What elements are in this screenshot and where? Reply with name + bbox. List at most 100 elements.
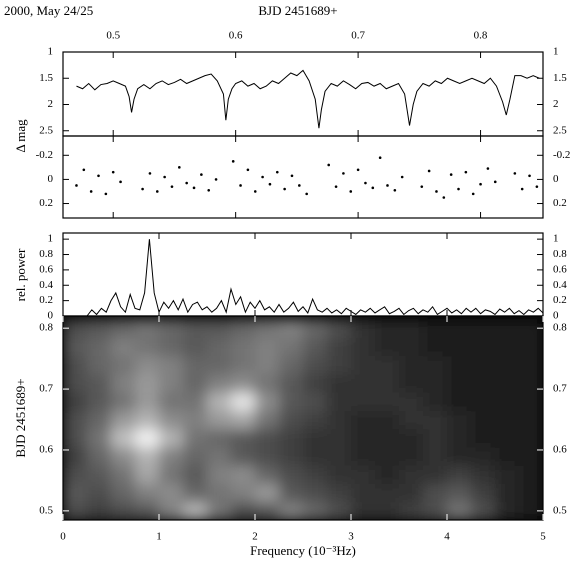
spectrogram-cell — [399, 501, 424, 520]
spectrogram-cell — [135, 373, 160, 393]
spectrogram-cell — [159, 373, 184, 393]
spectrogram-cell — [111, 392, 136, 411]
spectrogram-cell — [399, 428, 424, 448]
spectrogram-cell — [303, 355, 328, 375]
spectrogram-cell — [63, 337, 88, 357]
y-tick-label: 0.6 — [39, 263, 53, 275]
spectrogram-cell — [159, 410, 184, 430]
data-point — [268, 182, 272, 186]
y-tick-label: 0.7 — [39, 383, 53, 395]
spectrogram-cell — [135, 392, 160, 411]
spectrogram-cell — [495, 501, 520, 520]
spectrogram-cell — [135, 465, 160, 484]
spectrogram-cell — [303, 465, 328, 484]
spectrogram-cell — [495, 392, 520, 411]
y-tick-label: 0.4 — [553, 279, 567, 291]
spectrogram-cell — [183, 337, 208, 357]
spectrogram-cell — [327, 446, 352, 466]
data-point — [111, 170, 115, 174]
spectrogram-cell — [255, 428, 280, 448]
spectrogram-cell — [279, 465, 304, 484]
data-point — [75, 184, 78, 187]
spectrogram-cell — [471, 483, 496, 503]
y-axis-label: rel. power — [13, 248, 28, 301]
y-tick-label: 2.5 — [39, 124, 53, 136]
data-point — [246, 168, 250, 172]
data-point — [141, 187, 144, 191]
spectrogram-cell — [207, 337, 232, 357]
y-tick-label: 0.8 — [553, 322, 567, 334]
spectrogram-cell — [63, 392, 88, 411]
data-point — [420, 185, 424, 188]
y-tick-label: 1 — [553, 233, 559, 245]
data-point — [283, 187, 286, 191]
spectrogram-cells — [63, 319, 543, 520]
spectrogram-cell — [495, 410, 520, 430]
spectrogram-cell — [63, 319, 88, 338]
data-point — [185, 181, 188, 185]
data-point — [89, 190, 93, 193]
spectrogram-cell — [159, 465, 184, 484]
spectrogram-cell — [183, 319, 208, 338]
data-point — [119, 180, 122, 184]
spectrogram-cell — [351, 501, 376, 520]
spectrogram-cell — [471, 465, 496, 484]
spectrogram-cell — [207, 465, 232, 484]
spectrogram-cell — [423, 355, 448, 375]
data-point — [207, 188, 211, 192]
y-tick-label: 0 — [553, 173, 559, 185]
spectrogram-cell — [423, 465, 448, 484]
spectrogram-cell — [255, 410, 280, 430]
spectrogram-cell — [159, 501, 184, 520]
spectrogram-cell — [207, 392, 232, 411]
data-point — [393, 188, 397, 192]
spectrogram-cell — [375, 428, 400, 448]
spectrogram-cell — [63, 373, 88, 393]
spectrogram-cell — [375, 392, 400, 411]
spectrogram-cell — [111, 428, 136, 448]
spectrogram-cell — [375, 483, 400, 503]
y-tick-label: 0.6 — [553, 263, 567, 275]
spectrogram-cell — [63, 355, 88, 375]
spectrogram-cell — [447, 355, 472, 375]
data-point — [449, 173, 453, 176]
panel-frame — [62, 135, 544, 219]
spectrogram-cell — [279, 319, 304, 338]
spectrogram-cell — [63, 501, 88, 520]
spectrogram-cell — [351, 373, 376, 393]
y-tick-label: 0 — [48, 173, 54, 185]
spectrogram-cell — [183, 446, 208, 466]
spectrogram-cell — [471, 355, 496, 375]
data-point — [192, 186, 196, 190]
spectrogram-cell — [207, 319, 232, 338]
data-point — [305, 192, 308, 196]
spectrogram-cell — [399, 465, 424, 484]
data-point — [427, 169, 431, 173]
spectrogram-cell — [111, 337, 136, 357]
y-tick-label: 2 — [553, 98, 559, 110]
spectrogram-cell — [159, 483, 184, 503]
spectrogram-cell — [471, 501, 496, 520]
spectrogram-cell — [87, 355, 112, 375]
spectrogram-cell — [423, 483, 448, 503]
data-point — [349, 190, 353, 193]
spectrogram-cell — [207, 355, 232, 375]
data-point — [378, 156, 382, 160]
spectrogram-cell — [87, 446, 112, 466]
y-tick-label: 0.6 — [39, 444, 53, 456]
spectrogram-cell — [327, 465, 352, 484]
y-axis-label: Δ mag — [13, 119, 28, 153]
spectrogram-cell — [111, 501, 136, 520]
spectrogram-cell — [231, 501, 256, 520]
spectrogram-cell — [447, 501, 472, 520]
x-tick-label: 0 — [60, 531, 66, 543]
spectrogram-cell — [351, 355, 376, 375]
spectrogram-cell — [135, 483, 160, 503]
spectrogram-cell — [519, 410, 543, 430]
spectrogram-cell — [327, 392, 352, 411]
spectrogram-cell — [279, 392, 304, 411]
y-tick-label: 1.5 — [553, 72, 567, 84]
spectrogram-cell — [303, 319, 328, 338]
y-tick-label: 0.5 — [553, 504, 567, 516]
spectrogram-cell — [327, 373, 352, 393]
